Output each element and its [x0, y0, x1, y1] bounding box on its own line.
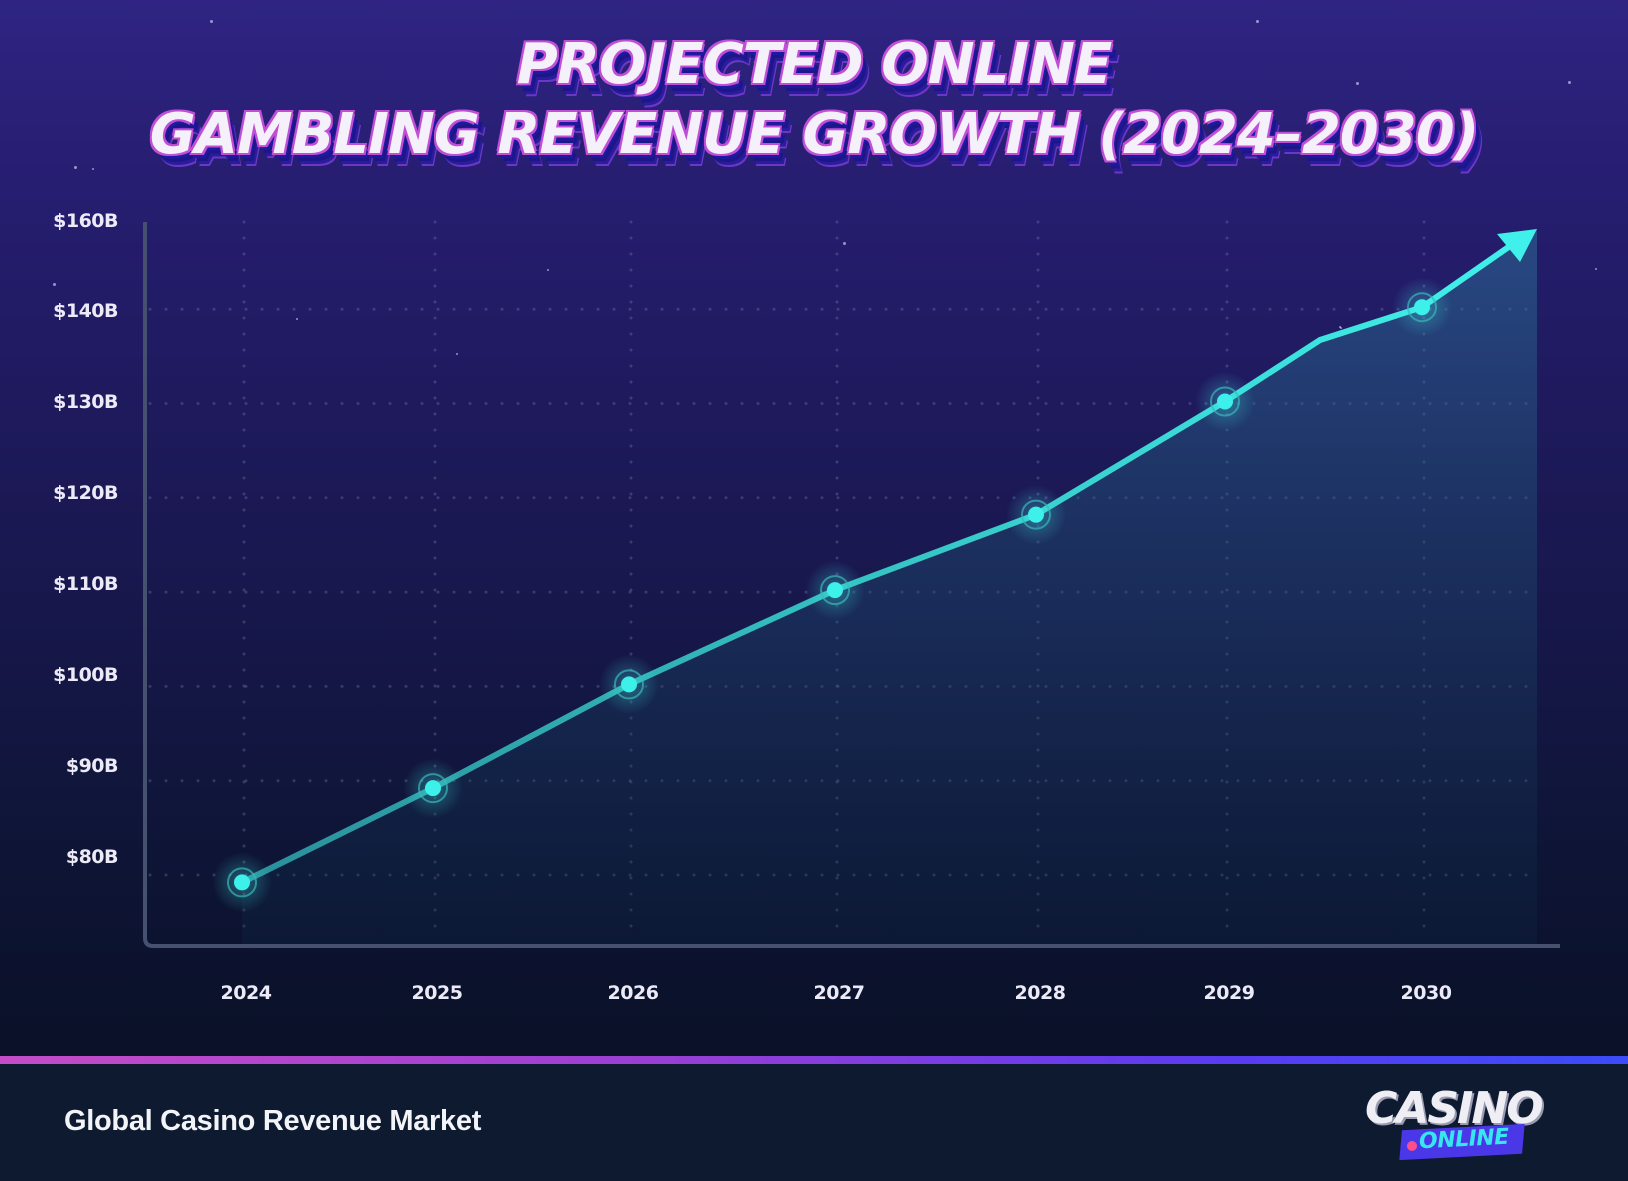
footer-caption: Global Casino Revenue Market: [64, 1105, 482, 1137]
chart-title: PROJECTED ONLINE GAMBLING REVENUE GROWTH…: [0, 30, 1628, 170]
x-tick-label: 2025: [411, 982, 463, 1004]
data-point: [805, 560, 865, 621]
footer: [0, 1064, 1628, 1181]
data-point: [403, 758, 463, 819]
data-point: [212, 852, 272, 913]
trend-arrow-icon: [1497, 229, 1537, 262]
area-fill: [242, 229, 1537, 944]
y-tick-label: $80B: [65, 846, 119, 868]
y-tick-label: $100B: [53, 664, 118, 686]
chart-title-line-1: PROJECTED ONLINE: [516, 32, 1113, 97]
data-point: [1006, 484, 1066, 545]
footer-accent-bar: [0, 1056, 1628, 1064]
x-tick-label: 2030: [1400, 982, 1452, 1004]
x-tick-label: 2024: [220, 982, 272, 1004]
y-tick-label: $140B: [53, 300, 118, 322]
y-tick-label: $120B: [53, 482, 118, 504]
x-tick-label: 2027: [813, 982, 865, 1004]
x-tick-label: 2029: [1203, 982, 1255, 1004]
logo-online-text: ONLINE: [1418, 1124, 1510, 1155]
logo-dot-icon: [1407, 1141, 1417, 1151]
x-tick-label: 2026: [607, 982, 659, 1004]
y-tick-label: $130B: [53, 391, 118, 413]
y-tick-label: $90B: [65, 755, 119, 777]
chart-title-line-2: GAMBLING REVENUE GROWTH (2024–2030): [149, 102, 1480, 167]
y-tick-label: $110B: [53, 573, 118, 595]
y-tick-label: $160B: [53, 210, 118, 232]
axis-frame: [143, 222, 1560, 948]
data-point: [1195, 371, 1255, 432]
casino-online-logo: CASINO ONLINE: [1365, 1083, 1575, 1163]
data-point: [599, 654, 659, 715]
data-points: [212, 277, 1452, 913]
data-point: [1392, 277, 1452, 338]
x-tick-label: 2028: [1014, 982, 1066, 1004]
